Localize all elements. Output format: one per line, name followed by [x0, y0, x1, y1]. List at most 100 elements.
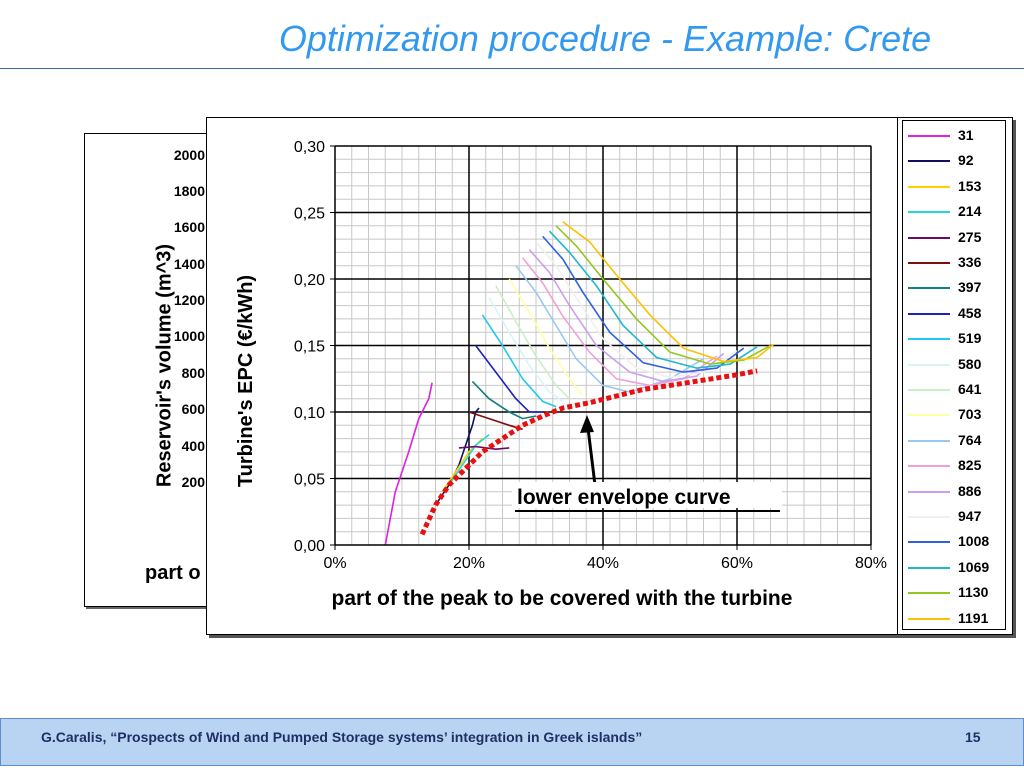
chart-annotation: lower envelope curve: [512, 415, 782, 512]
legend-swatch: [908, 211, 950, 214]
x-tick-label: 20%: [453, 555, 485, 572]
annotation-arrow-head: [580, 415, 594, 433]
legend-item: 336: [904, 250, 999, 270]
slide-title: Optimization procedure - Example: Crete: [278, 18, 932, 59]
legend-item: 825: [904, 453, 999, 473]
legend-label: 214: [958, 203, 982, 220]
epc-chart-plot: 0,00 0,05 0,10 0,15 0,20 0,25 0,30 0% 20% 40% 60% 8…: [235, 139, 887, 610]
background-y-tick: 600: [181, 401, 205, 417]
series-line-31: [384, 382, 433, 546]
background-y-tick: 1600: [173, 219, 205, 235]
page-number: 15: [965, 729, 981, 745]
background-chart: Reservoir's volume (m^3) 2000 1800 1600 …: [84, 133, 226, 607]
background-y-tick: 200: [181, 474, 205, 490]
legend-item: 764: [904, 428, 999, 448]
legend-item: 275: [904, 225, 999, 245]
series-line-641: [495, 285, 571, 400]
chart-legend: 31 92 153 214 275 336 397 458 519 580 641 703 764 825…: [897, 117, 1013, 635]
legend-item: 703: [904, 402, 999, 422]
epc-chart: 0,00 0,05 0,10 0,15 0,20 0,25 0,30 0% 20% 40% 60% 8…: [206, 117, 898, 635]
background-y-tick: 2000: [173, 147, 205, 163]
legend-label: 275: [958, 228, 982, 245]
legend-label: 886: [958, 482, 982, 499]
x-tick-label: 60%: [721, 555, 753, 572]
legend-swatch: [908, 160, 950, 163]
legend-item: 947: [904, 504, 999, 524]
legend-label: 641: [958, 381, 982, 397]
envelope-curve: [419, 368, 758, 536]
series-line-1130: [555, 225, 771, 365]
legend-label: 703: [958, 406, 982, 423]
series-line-1069: [548, 230, 758, 369]
legend-label: 397: [958, 279, 982, 296]
x-tick-label: 40%: [587, 555, 619, 572]
legend-item: 641: [904, 377, 999, 397]
series-line-947: [535, 241, 738, 379]
chart-axes: 0,00 0,05 0,10 0,15 0,20 0,25 0,30 0% 20% 40% 60% 8…: [294, 139, 887, 572]
x-axis-label: part of the peak to be covered with the …: [332, 587, 793, 610]
legend-swatch: [908, 389, 950, 391]
legend-label: 1130: [958, 584, 989, 601]
legend-swatch: [908, 338, 950, 341]
series-line-397: [471, 380, 537, 420]
legend-label: 1069: [958, 558, 990, 575]
legend-label: 336: [958, 254, 982, 270]
legend-swatch: [908, 592, 950, 595]
background-y-tick: 400: [181, 438, 205, 454]
legend-label: 458: [958, 304, 982, 321]
legend-item: 153: [904, 174, 999, 194]
legend-item: 1191: [904, 606, 999, 626]
legend-label: 519: [958, 330, 982, 347]
legend-label: 947: [958, 508, 982, 524]
background-y-tick: 1800: [173, 183, 205, 199]
legend-label: 1191: [958, 609, 989, 626]
y-tick-label: 0,10: [294, 405, 325, 422]
legend-item: 1069: [904, 555, 999, 575]
legend-item: 886: [904, 479, 999, 499]
legend-item: 519: [904, 326, 999, 346]
y-axis-label: Turbine's EPC (€/kWh): [235, 275, 257, 487]
legend-swatch: [908, 262, 950, 264]
chart-grid: [334, 145, 872, 546]
legend-swatch: [908, 185, 950, 188]
title-divider: [0, 68, 1024, 69]
series-line-519: [481, 314, 557, 408]
legend-swatch: [908, 135, 950, 137]
envelope-line: [419, 368, 758, 536]
legend-item: 214: [904, 199, 999, 219]
y-tick-label: 0,20: [294, 272, 325, 289]
legend-label: 31: [958, 127, 974, 143]
series-line-703: [508, 278, 584, 397]
legend-item: 1008: [904, 529, 999, 549]
legend-label: 764: [958, 431, 982, 448]
legend-swatch: [908, 439, 950, 442]
series-line-886: [528, 249, 725, 383]
series-line-580: [488, 297, 564, 403]
annotation-label: lower envelope curve: [517, 486, 731, 509]
x-tick-label: 80%: [855, 555, 887, 572]
legend-swatch: [908, 414, 950, 417]
footer-citation: G.Caralis, “Prospects of Wind and Pumped…: [41, 729, 643, 745]
legend-label: 580: [958, 355, 982, 372]
annotation-background: [512, 482, 782, 508]
legend-swatch: [908, 312, 950, 315]
background-y-tick: 800: [181, 365, 205, 381]
y-tick-label: 0,30: [294, 139, 325, 156]
background-y-tick: 1400: [173, 256, 205, 272]
legend-item: 458: [904, 301, 999, 321]
legend-box: [902, 120, 1006, 630]
legend-swatch: [908, 236, 950, 239]
legend-swatch: [908, 516, 950, 518]
legend-item: 580: [904, 352, 999, 372]
series-line-1008: [542, 235, 745, 373]
legend-item: 31: [904, 123, 999, 143]
legend-swatch: [908, 541, 950, 544]
y-tick-label: 0,25: [294, 206, 325, 223]
legend-item: 92: [904, 148, 999, 168]
legend-swatch: [908, 566, 950, 569]
legend-swatch: [908, 617, 950, 620]
legend-label: 92: [958, 152, 974, 169]
chart-series: [384, 221, 775, 546]
x-tick-label: 0%: [323, 555, 346, 572]
background-y-tick: 1200: [173, 292, 205, 308]
